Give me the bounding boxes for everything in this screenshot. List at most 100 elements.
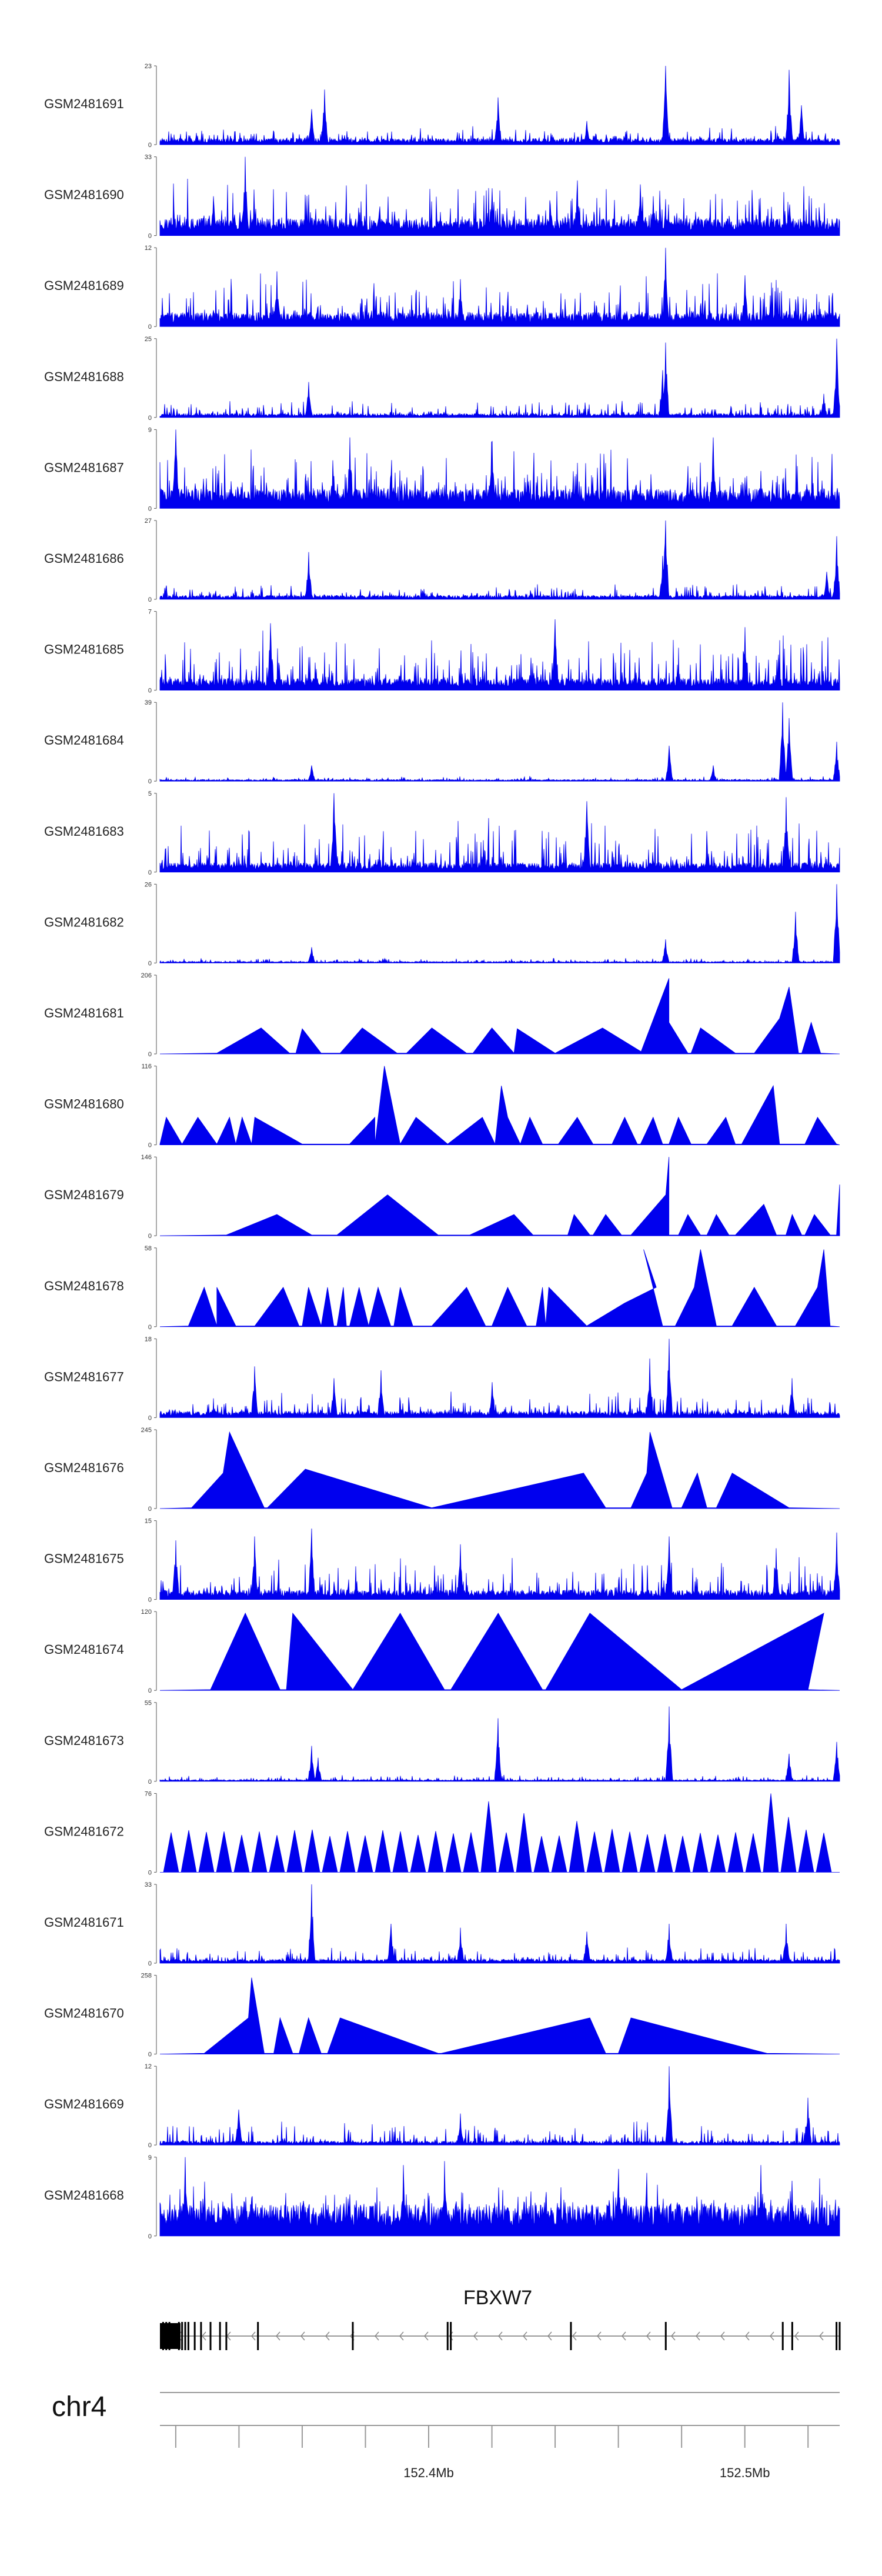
x-tick-label: 152.4Mb (403, 2465, 454, 2480)
track-GSM2481670: GSM2481670 258 0 (44, 1973, 840, 2058)
track-GSM2481676: GSM2481676 245 0 (44, 1427, 840, 1513)
y-tick-label-max: 116 (141, 1063, 152, 1070)
track-GSM2481680: GSM2481680 116 0 (44, 1063, 840, 1149)
track-GSM2481683: GSM2481683 5 0 (44, 790, 840, 876)
track-label: GSM2481678 (44, 1279, 124, 1293)
track-GSM2481679: GSM2481679 146 0 (44, 1154, 840, 1240)
y-tick-label-max: 9 (148, 426, 152, 433)
strand-arrow (276, 2331, 280, 2341)
strand-arrow (375, 2331, 379, 2341)
coverage-area (160, 1793, 840, 1873)
track-GSM2481689: GSM2481689 12 0 (44, 245, 840, 331)
track-label: GSM2481681 (44, 1006, 124, 1020)
coverage-area (159, 1066, 840, 1145)
y-tick-label-max: 258 (141, 1973, 152, 1980)
y-tick-label-max: 23 (145, 63, 152, 70)
gene-exon (219, 2322, 221, 2350)
y-tick-label-max: 7 (148, 609, 152, 616)
coverage-area (159, 978, 840, 1055)
y-tick-label-max: 5 (148, 790, 152, 798)
coverage-area (159, 429, 840, 509)
strand-arrow (424, 2331, 429, 2341)
y-tick-label-zero: 0 (148, 688, 152, 695)
track-GSM2481673: GSM2481673 55 0 (44, 1700, 840, 1786)
gene-exon (209, 2322, 212, 2350)
y-tick-label-zero: 0 (148, 1414, 152, 1422)
genome-axis: chr4 152.4Mb 152.5Mb (52, 2391, 840, 2480)
y-tick-label-max: 33 (145, 1881, 152, 1888)
y-tick-label-max: 26 (145, 881, 152, 888)
y-tick-label-zero: 0 (148, 1597, 152, 1604)
coverage-area (159, 1612, 840, 1691)
track-label: GSM2481683 (44, 824, 124, 839)
track-label: GSM2481688 (44, 369, 124, 384)
track-GSM2481684: GSM2481684 39 0 (44, 699, 840, 785)
y-tick-label-max: 76 (145, 1790, 152, 1797)
y-tick-label-max: 9 (148, 2154, 152, 2161)
y-tick-label-zero: 0 (148, 960, 152, 967)
y-tick-label-zero: 0 (148, 1324, 152, 1331)
coverage-area (159, 1977, 840, 2054)
y-tick-label-max: 25 (145, 336, 152, 343)
gene-exon (781, 2322, 784, 2350)
track-label: GSM2481689 (44, 278, 124, 293)
gene-exon (225, 2322, 228, 2350)
y-tick-label-max: 39 (145, 699, 152, 706)
y-tick-label-max: 120 (141, 1609, 152, 1616)
y-tick-label-max: 12 (145, 245, 152, 252)
strand-arrow (597, 2331, 602, 2341)
strand-arrow (498, 2331, 503, 2341)
y-tick-label-max: 33 (145, 154, 152, 161)
track-label: GSM2481690 (44, 188, 124, 202)
strand-arrow (251, 2331, 256, 2341)
gene-exon (181, 2322, 183, 2350)
track-label: GSM2481687 (44, 460, 124, 475)
strand-arrow (572, 2331, 577, 2341)
coverage-area (159, 1157, 840, 1236)
track-GSM2481685: GSM2481685 7 0 (44, 609, 840, 695)
track-GSM2481674: GSM2481674 120 0 (44, 1609, 840, 1694)
strand-arrow (794, 2331, 799, 2341)
gene-exon (791, 2322, 793, 2350)
track-label: GSM2481677 (44, 1369, 124, 1384)
track-GSM2481690: GSM2481690 33 0 (44, 154, 840, 240)
strand-arrow (300, 2331, 305, 2341)
y-tick-label-max: 245 (141, 1427, 152, 1434)
strand-arrow (745, 2331, 750, 2341)
strand-arrow (622, 2331, 626, 2341)
gene-exon (352, 2322, 354, 2350)
track-GSM2481672: GSM2481672 76 0 (44, 1790, 840, 1876)
y-tick-label-zero: 0 (148, 2233, 152, 2240)
y-tick-label-zero: 0 (148, 415, 152, 422)
strand-arrow (819, 2331, 824, 2341)
coverage-area (159, 520, 840, 600)
gene-exon (200, 2322, 202, 2350)
coverage-area (159, 1339, 840, 1418)
strand-arrow (646, 2331, 651, 2341)
gene-exon (257, 2322, 259, 2350)
y-tick-label-zero: 0 (148, 1506, 152, 1513)
coverage-area (159, 338, 840, 418)
track-label: GSM2481676 (44, 1460, 124, 1475)
y-tick-label-zero: 0 (148, 2051, 152, 2058)
gene-exon (193, 2322, 196, 2350)
track-label: GSM2481675 (44, 1551, 124, 1566)
coverage-area (159, 156, 840, 236)
track-GSM2481671: GSM2481671 33 0 (44, 1881, 840, 1967)
coverage-area (159, 1431, 840, 1509)
track-label: GSM2481672 (44, 1824, 124, 1838)
coverage-area (159, 65, 840, 145)
gene-exon (184, 2322, 186, 2350)
y-tick-label-zero: 0 (148, 233, 152, 240)
track-GSM2481681: GSM2481681 206 0 (44, 972, 840, 1058)
strand-arrow (523, 2331, 527, 2341)
y-tick-label-max: 55 (145, 1700, 152, 1707)
y-tick-label-zero: 0 (148, 1687, 152, 1694)
coverage-tracks: GSM2481691230GSM2481690330GSM2481689120G… (44, 63, 840, 2240)
gene-exon (162, 2322, 164, 2350)
gene-exon (664, 2322, 667, 2350)
track-GSM2481675: GSM2481675 15 0 (44, 1518, 840, 1604)
gene-label: FBXW7 (463, 2287, 532, 2309)
y-tick-label-max: 146 (141, 1154, 152, 1161)
strand-arrow (473, 2331, 478, 2341)
